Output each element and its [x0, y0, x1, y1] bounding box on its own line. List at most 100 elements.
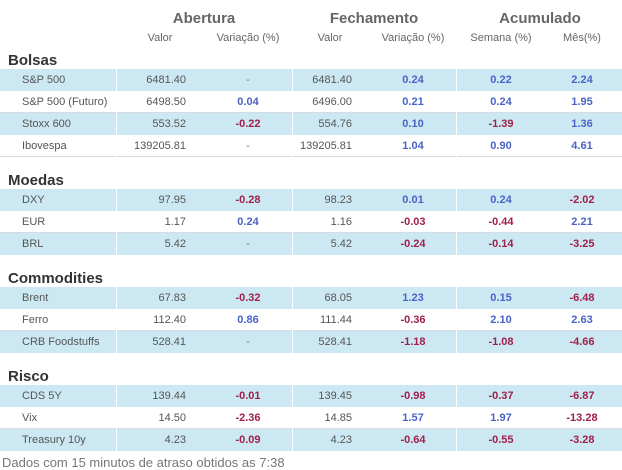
col-header-week: Semana (%) [470, 32, 532, 44]
open-value: 528.41 [152, 336, 186, 348]
instrument-name: Vix [22, 412, 38, 424]
week-variation: 0.90 [490, 140, 512, 152]
col-header-month: Mês(%) [563, 32, 601, 44]
instrument-name: DXY [22, 194, 45, 206]
open-value: 6481.40 [146, 74, 186, 86]
month-variation: -13.28 [566, 412, 598, 424]
open-value: 5.42 [164, 238, 186, 250]
instrument-name: BRL [22, 238, 44, 250]
table-row: S&P 500 6481.40 - 6481.40 0.24 0.22 2.24 [0, 69, 622, 91]
open-value: 553.52 [152, 118, 186, 130]
month-variation: -3.25 [569, 238, 595, 250]
table-row: CDS 5Y 139.44 -0.01 139.45 -0.98 -0.37 -6.87 [0, 385, 622, 407]
footer-note: Dados com 15 minutos de atraso obtidos a… [2, 455, 285, 470]
week-variation: -0.44 [488, 216, 514, 228]
month-variation: 2.21 [571, 216, 593, 228]
instrument-name: S&P 500 (Futuro) [22, 96, 108, 108]
open-value: 14.50 [158, 412, 186, 424]
close-value: 5.42 [330, 238, 352, 250]
month-variation: -6.87 [569, 390, 595, 402]
instrument-name: EUR [22, 216, 46, 228]
close-variation: 0.10 [402, 118, 424, 130]
open-value: 4.23 [164, 434, 186, 446]
section-title: Bolsas [8, 52, 58, 69]
month-variation: 2.63 [571, 314, 593, 326]
open-variation: - [246, 74, 250, 86]
month-variation: -2.02 [569, 194, 595, 206]
close-variation: -0.03 [400, 216, 426, 228]
close-value: 98.23 [324, 194, 352, 206]
close-value: 111.44 [319, 314, 352, 326]
close-variation: 1.23 [402, 292, 424, 304]
close-variation: 0.21 [402, 96, 424, 108]
week-variation: 0.24 [490, 194, 512, 206]
col-header-open-var: Variação (%) [216, 32, 280, 44]
close-value: 6496.00 [312, 96, 352, 108]
open-variation: - [246, 140, 250, 152]
close-variation: -0.64 [400, 434, 426, 446]
month-variation: 2.24 [571, 74, 593, 86]
open-value: 139205.81 [134, 140, 186, 152]
instrument-name: Treasury 10y [22, 434, 86, 446]
month-variation: -4.66 [569, 336, 595, 348]
open-variation: -0.22 [235, 118, 261, 130]
instrument-name: Stoxx 600 [22, 118, 71, 130]
section-title: Risco [8, 368, 49, 385]
instrument-name: Ibovespa [22, 140, 67, 152]
week-variation: 0.15 [490, 292, 512, 304]
open-value: 1.17 [164, 216, 186, 228]
month-variation: 4.61 [571, 140, 593, 152]
month-variation: -3.28 [569, 434, 595, 446]
close-variation: -0.98 [400, 390, 426, 402]
week-variation: -1.39 [488, 118, 514, 130]
column-divider [456, 69, 457, 451]
table-row: Brent 67.83 -0.32 68.05 1.23 0.15 -6.48 [0, 287, 622, 309]
open-variation: - [246, 238, 250, 250]
close-variation: 1.57 [402, 412, 424, 424]
instrument-name: CDS 5Y [22, 390, 62, 402]
open-variation: -0.32 [235, 292, 261, 304]
table-row: Vix 14.50 -2.36 14.85 1.57 1.97 -13.28 [0, 407, 622, 429]
week-variation: -0.14 [488, 238, 514, 250]
table-row: S&P 500 (Futuro) 6498.50 0.04 6496.00 0.21 0.… [0, 91, 622, 113]
open-variation: 0.86 [237, 314, 259, 326]
open-variation: -0.01 [235, 390, 261, 402]
group-header-abertura: Abertura [172, 10, 236, 27]
open-variation: -0.28 [235, 194, 261, 206]
column-divider [292, 69, 293, 451]
open-value: 97.95 [158, 194, 186, 206]
group-header-fechamento: Fechamento [329, 10, 419, 27]
table-row: DXY 97.95 -0.28 98.23 0.01 0.24 -2.02 [0, 189, 622, 211]
table-row: Stoxx 600 553.52 -0.22 554.76 0.10 -1.39 1.36 [0, 113, 622, 135]
close-variation: -1.18 [400, 336, 426, 348]
close-value: 14.85 [324, 412, 352, 424]
open-variation: -2.36 [235, 412, 261, 424]
instrument-name: S&P 500 [22, 74, 66, 86]
open-value: 112.40 [153, 314, 186, 326]
column-divider [116, 69, 117, 451]
open-variation: 0.24 [237, 216, 259, 228]
instrument-name: Brent [22, 292, 49, 304]
instrument-name: Ferro [22, 314, 49, 326]
week-variation: 0.24 [490, 96, 512, 108]
col-header-open-value: Valor [147, 32, 173, 44]
close-value: 6481.40 [312, 74, 352, 86]
close-value: 1.16 [330, 216, 352, 228]
open-variation: 0.04 [237, 96, 259, 108]
week-variation: -0.55 [488, 434, 514, 446]
instrument-name: CRB Foodstuffs [22, 336, 100, 348]
section-title: Moedas [8, 172, 64, 189]
section-title: Commodities [8, 270, 104, 287]
close-value: 528.41 [318, 336, 352, 348]
close-variation: 0.01 [402, 194, 424, 206]
close-value: 4.23 [330, 434, 352, 446]
open-value: 6498.50 [146, 96, 186, 108]
close-variation: 0.24 [402, 74, 424, 86]
week-variation: 0.22 [490, 74, 512, 86]
close-value: 139205.81 [300, 140, 352, 152]
week-variation: -1.08 [488, 336, 514, 348]
close-variation: 1.04 [402, 140, 424, 152]
open-value: 67.83 [158, 292, 186, 304]
table-row: EUR 1.17 0.24 1.16 -0.03 -0.44 2.21 [0, 211, 622, 233]
col-header-close-var: Variação (%) [381, 32, 445, 44]
